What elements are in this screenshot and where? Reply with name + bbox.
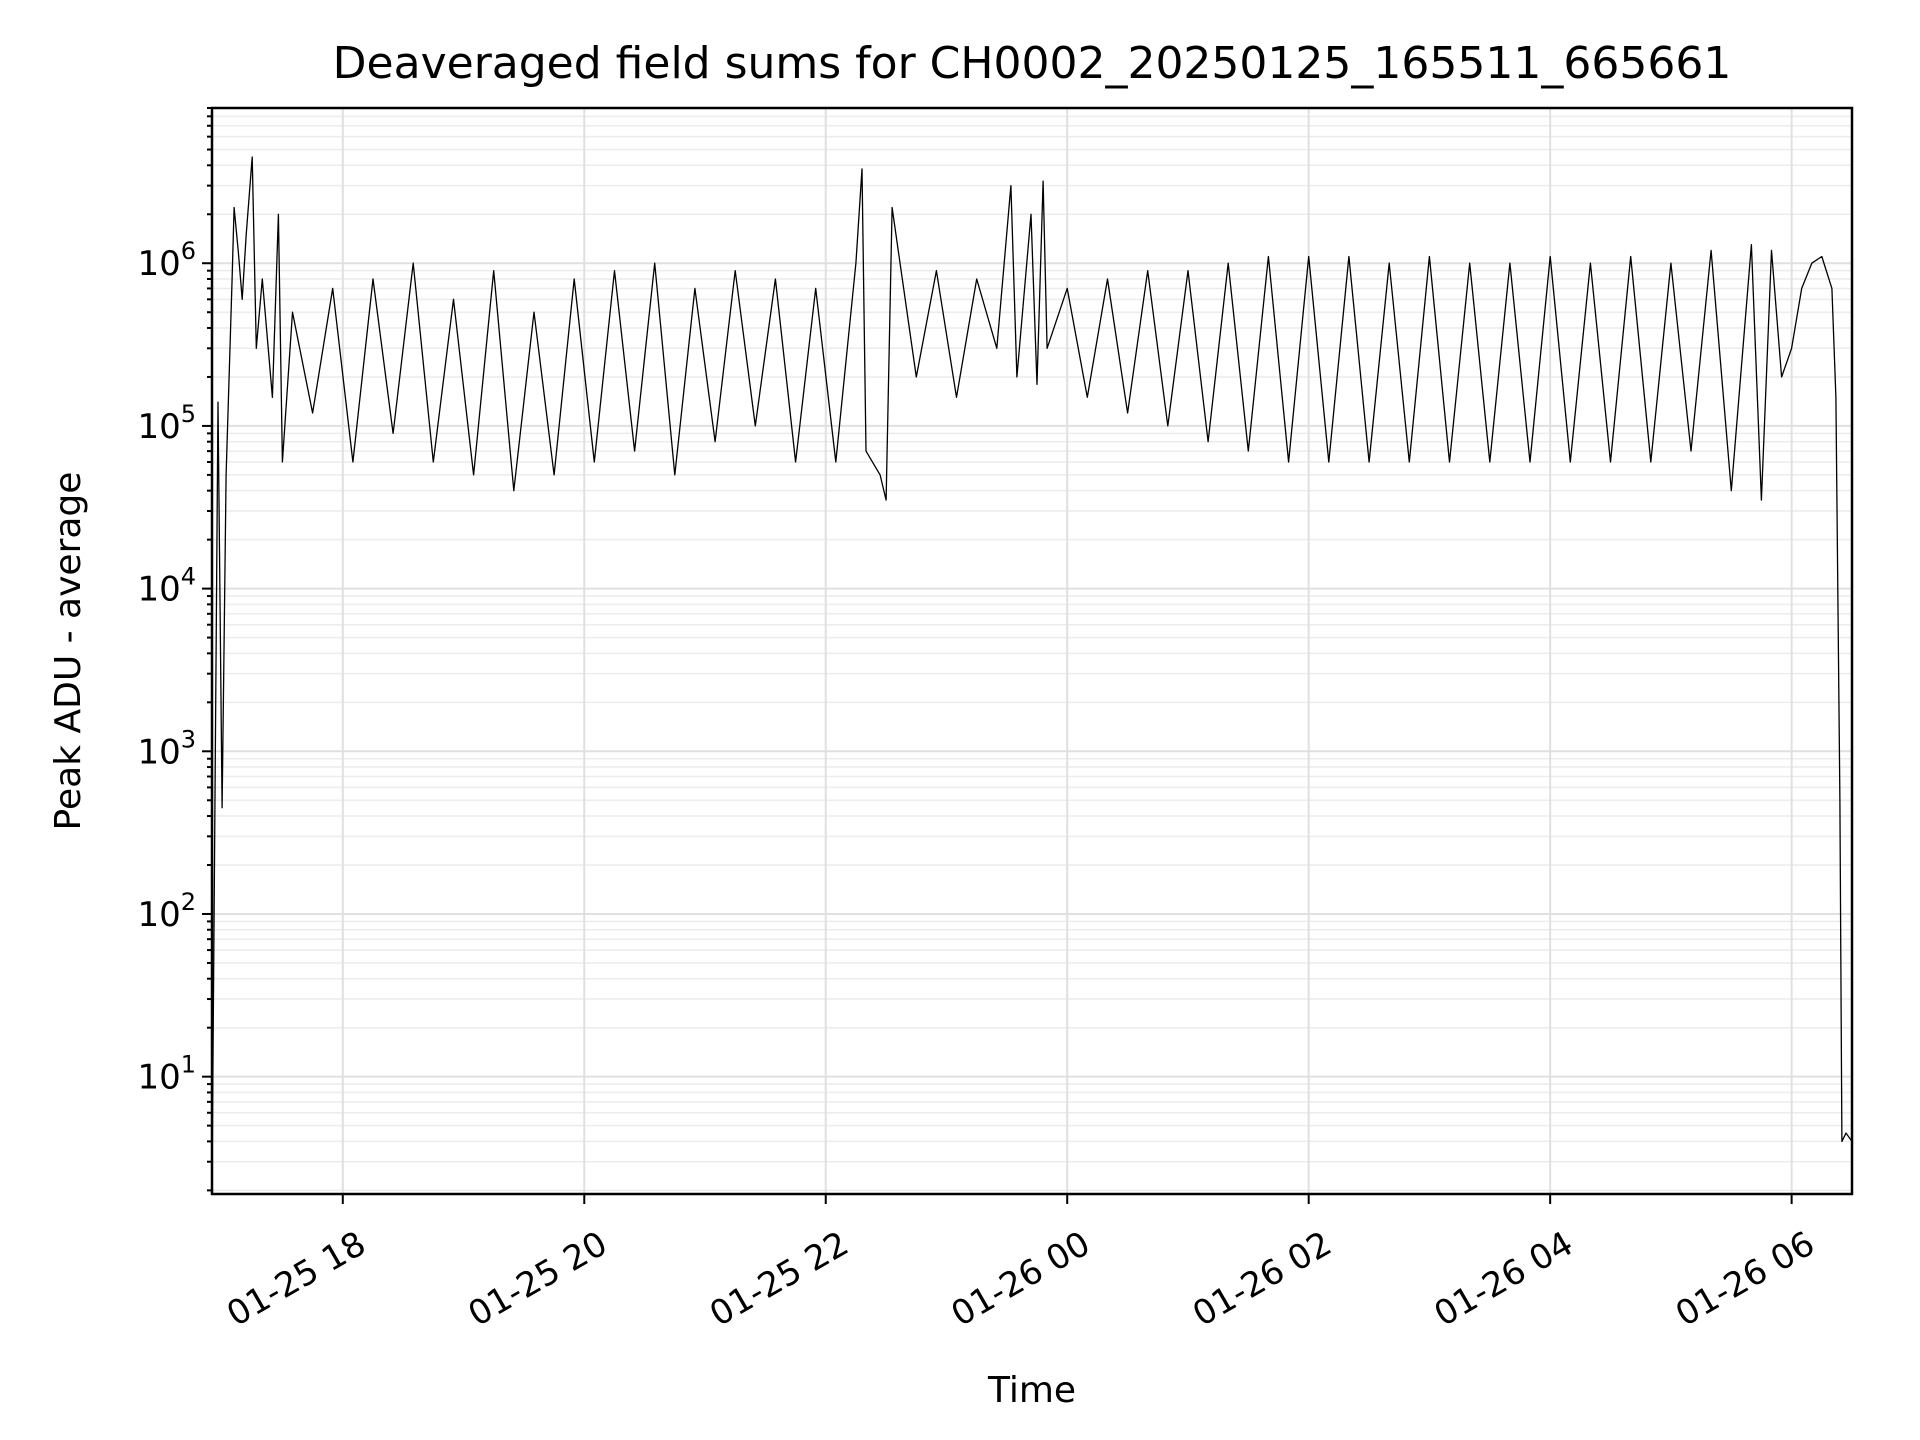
series-layer <box>212 156 1852 1191</box>
y-tick-label: 103 <box>137 725 196 772</box>
grid-major-lines <box>212 108 1852 1194</box>
y-tick-label: 105 <box>137 400 196 447</box>
chart-title: Deaveraged field sums for CH0002_2025012… <box>333 38 1732 89</box>
y-tick-label: 101 <box>137 1051 196 1098</box>
y-axis-label: Peak ADU - average <box>48 472 89 831</box>
y-axis-ticks: 101 102 103 104 105 106 <box>137 107 212 1192</box>
x-axis-label: Time <box>987 1370 1076 1411</box>
grid-minor-lines <box>212 107 1852 1192</box>
series-line <box>212 156 1852 1191</box>
y-tick-label: 102 <box>137 888 196 935</box>
y-tick-label: 104 <box>137 563 196 610</box>
plot-frame <box>210 106 1854 1196</box>
y-tick-label: 106 <box>137 237 196 284</box>
